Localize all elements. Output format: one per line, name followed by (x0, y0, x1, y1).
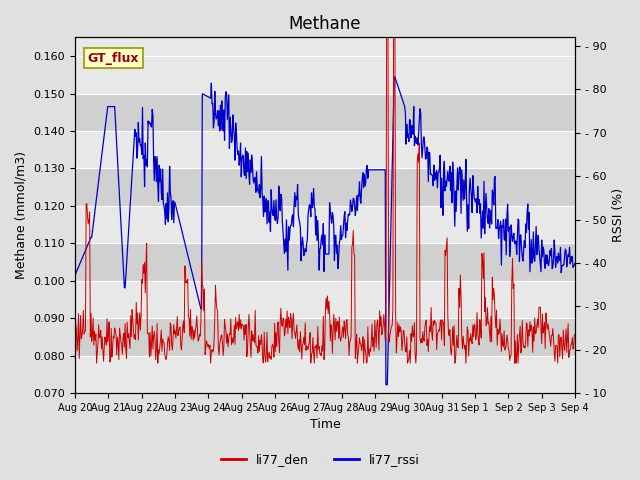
X-axis label: Time: Time (310, 419, 340, 432)
Bar (75, 168, 575, 206)
Bar (75, 131, 575, 168)
Bar (75, 56, 575, 94)
Y-axis label: RSSI (%): RSSI (%) (612, 188, 625, 242)
Text: GT_flux: GT_flux (88, 51, 139, 65)
Bar (75, 206, 575, 243)
Bar (75, 318, 575, 356)
Bar (75, 356, 575, 393)
Bar (75, 281, 575, 318)
Y-axis label: Methane (mmol/m3): Methane (mmol/m3) (15, 151, 28, 279)
Legend: li77_den, li77_rssi: li77_den, li77_rssi (216, 448, 424, 471)
Title: Methane: Methane (289, 15, 362, 33)
Bar (75, 94, 575, 131)
Bar (75, 243, 575, 281)
